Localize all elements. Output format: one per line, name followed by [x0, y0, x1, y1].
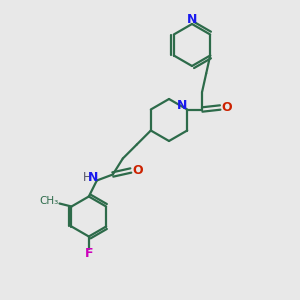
- Text: CH₃: CH₃: [39, 196, 58, 206]
- Text: N: N: [177, 99, 188, 112]
- Text: N: N: [187, 13, 197, 26]
- Text: O: O: [222, 101, 232, 114]
- Text: N: N: [88, 171, 98, 184]
- Text: O: O: [133, 164, 143, 177]
- Text: H: H: [82, 171, 91, 184]
- Text: F: F: [85, 247, 93, 260]
